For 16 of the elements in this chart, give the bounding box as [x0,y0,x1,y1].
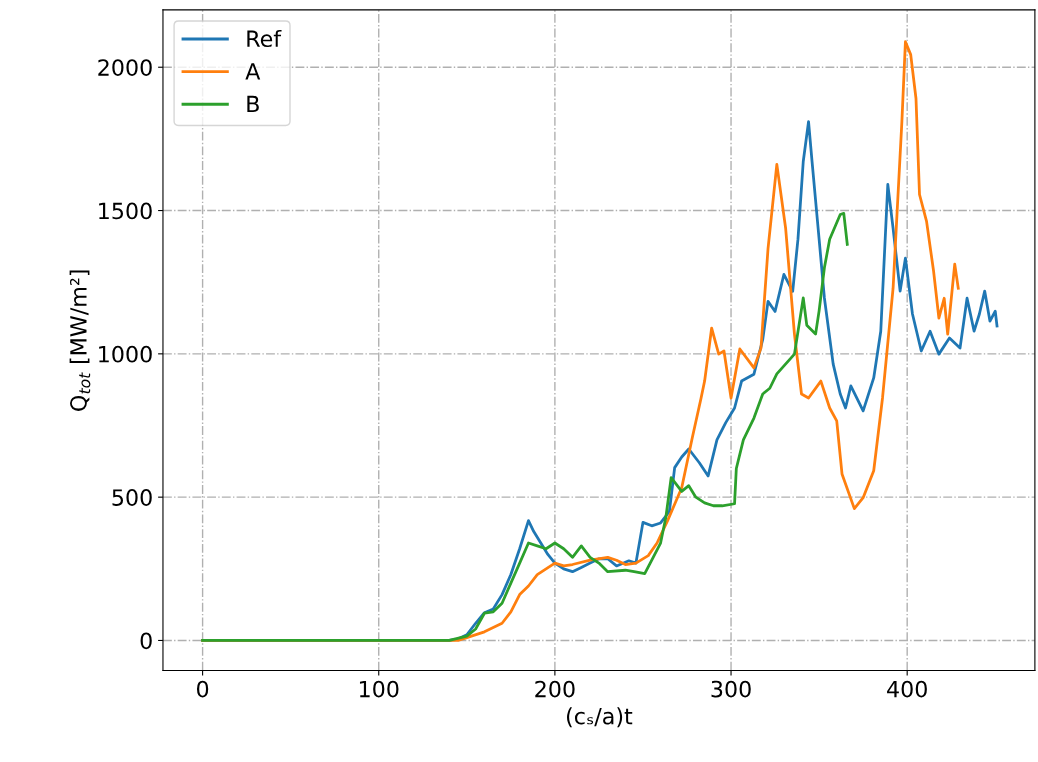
y-axis-title: Q$_{tot}$ [MW/m²] [69,270,91,411]
legend-label: Ref [247,29,282,48]
x-tick-label: 300 [711,680,751,698]
y-tick-label: 1500 [99,202,152,220]
x-tick-label: 400 [887,680,927,698]
y-tick-label: 500 [112,489,152,506]
y-tick-label: 0 [140,632,152,650]
x-tick-label: 200 [535,680,575,698]
legend-label: A [245,63,261,80]
x-axis-title: (cₛ/a)t [567,707,633,728]
x-tick-label: 100 [359,680,399,698]
line-series [201,212,849,642]
x-tick-label: 0 [196,680,209,698]
y-tick-label: 2000 [98,59,152,76]
legend-label: B [247,95,259,113]
y-tick-label: 1000 [99,345,152,363]
